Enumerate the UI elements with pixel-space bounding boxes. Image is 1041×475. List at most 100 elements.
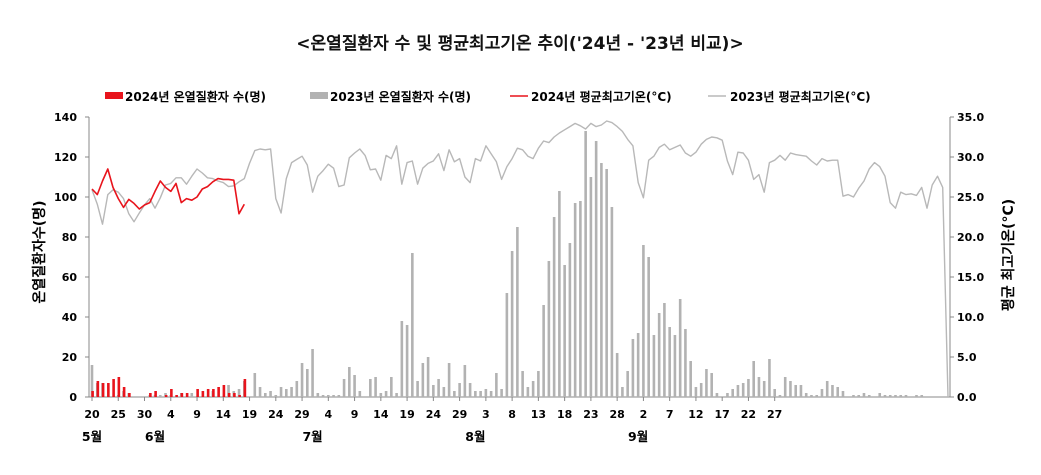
x-tick-label: 30 <box>137 408 153 421</box>
bar-2024 <box>128 393 131 397</box>
bar-2023 <box>741 383 745 397</box>
x-tick-label: 9 <box>193 408 201 421</box>
bar-2023 <box>484 389 488 397</box>
bar-2023 <box>158 395 162 397</box>
x-tick-label: 12 <box>688 408 703 421</box>
bar-2023 <box>768 359 771 397</box>
bar-2023 <box>689 361 692 397</box>
bar-2023 <box>342 379 346 397</box>
bar-2024 <box>164 395 168 397</box>
bar-2024 <box>101 383 105 397</box>
bar-2024 <box>227 393 231 397</box>
bar-2024 <box>243 379 247 397</box>
bar-2023 <box>831 385 834 397</box>
x-tick-label: 25 <box>111 408 126 421</box>
bar-2024 <box>222 385 226 397</box>
bar-2023 <box>379 393 383 397</box>
bar-2023 <box>510 251 514 397</box>
legend-swatch-bar-2023 <box>310 92 328 99</box>
bar-2023 <box>516 227 519 397</box>
bar-2023 <box>605 169 608 397</box>
bar-2023 <box>552 217 556 397</box>
x-tick-label: 2 <box>640 408 648 421</box>
bar-2024 <box>122 387 126 397</box>
bar-2024 <box>217 387 220 397</box>
bar-2024 <box>96 381 100 397</box>
bar-2023 <box>542 305 545 397</box>
bar-2023 <box>615 353 619 397</box>
bar-2023 <box>920 395 924 397</box>
bar-2023 <box>505 293 509 397</box>
bar-2023 <box>652 335 656 397</box>
bar-2023 <box>820 389 824 397</box>
bar-2024 <box>154 391 157 397</box>
bar-2024 <box>201 391 205 397</box>
bar-2023 <box>657 313 661 397</box>
bar-2023 <box>285 389 288 397</box>
bar-2023 <box>736 385 740 397</box>
bar-2023 <box>794 385 798 397</box>
bar-2023 <box>306 369 309 397</box>
x-tick-label: 13 <box>531 408 546 421</box>
bar-2023 <box>815 395 819 397</box>
bar-2024 <box>175 395 178 397</box>
x-tick-label: 19 <box>399 408 414 421</box>
bar-2023 <box>395 393 398 397</box>
bar-2023 <box>899 395 903 397</box>
bar-2023 <box>416 381 419 397</box>
bar-2023 <box>867 395 871 397</box>
bar-2023 <box>631 339 635 397</box>
y-axis-left-title: 온열질환자수(명) <box>31 201 48 304</box>
x-tick-label: 4 <box>324 408 332 421</box>
bar-2023 <box>90 365 94 397</box>
x-tick-label: 14 <box>216 408 232 421</box>
right-tick-label: 25.0 <box>957 191 984 204</box>
bar-2023 <box>227 385 230 397</box>
left-tick-label: 60 <box>62 271 78 284</box>
right-tick-label: 0.0 <box>957 391 977 404</box>
bar-2023 <box>663 303 666 397</box>
bar-2023 <box>474 391 477 397</box>
legend-label-bar-2024: 2024년 온열질환자 수(명) <box>125 89 266 104</box>
bar-2024 <box>170 389 173 397</box>
bar-2023 <box>673 335 677 397</box>
bar-2023 <box>568 243 572 397</box>
bar-2023 <box>447 363 451 397</box>
bar-2023 <box>526 387 530 397</box>
left-tick-label: 0 <box>69 391 77 404</box>
bar-2023 <box>558 191 561 397</box>
bar-2024 <box>233 393 236 397</box>
bar-2023 <box>421 363 425 397</box>
bar-2023 <box>258 387 262 397</box>
bar-2023 <box>825 381 829 397</box>
bar-2023 <box>295 381 299 397</box>
bar-2024 <box>180 393 184 397</box>
bar-2023 <box>400 321 404 397</box>
bar-2023 <box>883 395 887 397</box>
bar-2023 <box>384 391 388 397</box>
bar-2023 <box>836 387 840 397</box>
bar-2023 <box>747 379 750 397</box>
bar-2023 <box>715 393 719 397</box>
bar-2023 <box>353 375 356 397</box>
bar-2023 <box>458 383 461 397</box>
bar-2023 <box>678 299 682 397</box>
bar-2023 <box>358 391 362 397</box>
bar-2023 <box>705 369 708 397</box>
bar-2023 <box>778 395 782 397</box>
bar-2023 <box>264 393 267 397</box>
bar-2024 <box>196 389 199 397</box>
bar-2023 <box>369 379 372 397</box>
y-axis-right-title: 평균 최고기온(°C) <box>1000 199 1017 311</box>
x-tick-label: 14 <box>373 408 389 421</box>
x-tick-label: 19 <box>242 408 257 421</box>
right-tick-label: 30.0 <box>957 151 984 164</box>
bar-2023 <box>857 395 861 397</box>
bar-2023 <box>432 385 435 397</box>
left-tick-label: 100 <box>54 191 77 204</box>
bar-2023 <box>274 395 278 397</box>
bar-2023 <box>426 357 430 397</box>
bar-2023 <box>237 389 241 397</box>
bar-2023 <box>479 391 482 397</box>
x-tick-label: 7 <box>666 408 674 421</box>
